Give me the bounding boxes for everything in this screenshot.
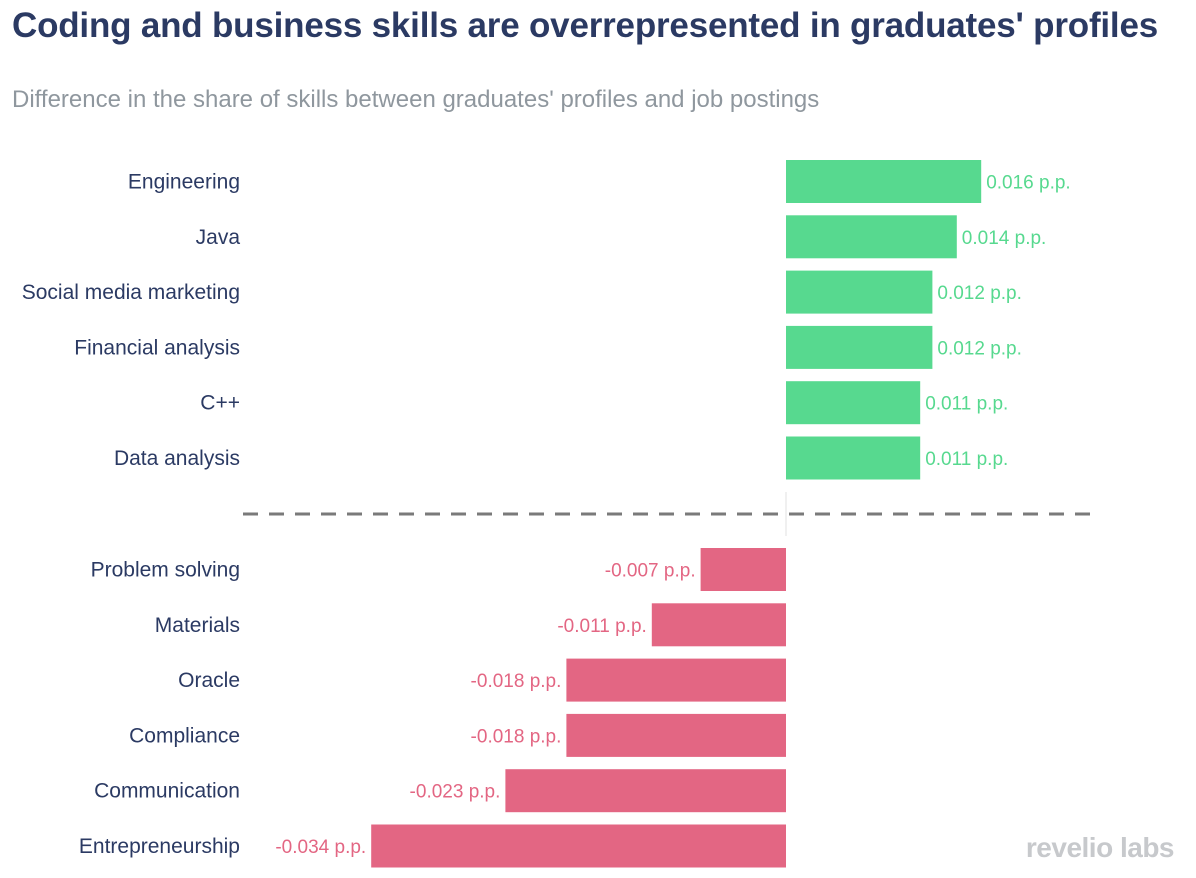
category-label: Materials <box>155 614 240 637</box>
chart-subtitle: Difference in the share of skills betwee… <box>12 86 820 113</box>
category-label: Engineering <box>128 171 240 194</box>
chart-title: Coding and business skills are overrepre… <box>12 6 1158 45</box>
bar-negative <box>566 713 786 757</box>
bar-positive <box>786 325 933 369</box>
bar-positive <box>786 436 921 480</box>
category-label: Entrepreneurship <box>79 835 240 858</box>
data-label: -0.023 p.p. <box>410 782 501 803</box>
bar-negative <box>505 769 786 813</box>
data-label: -0.018 p.p. <box>471 671 562 692</box>
category-label: Problem solving <box>91 559 240 582</box>
bar-negative <box>651 603 786 647</box>
data-label: 0.014 p.p. <box>962 228 1047 249</box>
data-label: 0.016 p.p. <box>986 173 1071 194</box>
category-label: Java <box>196 226 241 249</box>
data-label: 0.011 p.p. <box>925 394 1008 415</box>
category-label: Communication <box>94 780 240 803</box>
bar-positive <box>786 160 982 203</box>
bar-negative <box>371 824 786 868</box>
data-label: -0.007 p.p. <box>605 561 696 582</box>
data-label: 0.012 p.p. <box>937 338 1022 359</box>
bar-positive <box>786 270 933 314</box>
category-label: Data analysis <box>114 447 240 470</box>
data-label: 0.012 p.p. <box>937 283 1022 304</box>
bar-positive <box>786 381 921 425</box>
category-label: Financial analysis <box>74 336 240 359</box>
category-label: Compliance <box>129 724 240 747</box>
category-label: C++ <box>200 392 240 415</box>
revelio-labs-logo: revelio labs <box>1025 832 1175 863</box>
category-label: Oracle <box>178 669 240 692</box>
data-label: -0.034 p.p. <box>275 837 366 858</box>
data-label: 0.011 p.p. <box>925 449 1008 470</box>
bar-positive <box>786 215 957 259</box>
data-label: -0.018 p.p. <box>471 726 562 747</box>
data-label: -0.011 p.p. <box>557 616 646 637</box>
category-label: Social media marketing <box>22 281 240 304</box>
bar-negative <box>566 658 786 702</box>
bar-negative <box>700 548 786 591</box>
